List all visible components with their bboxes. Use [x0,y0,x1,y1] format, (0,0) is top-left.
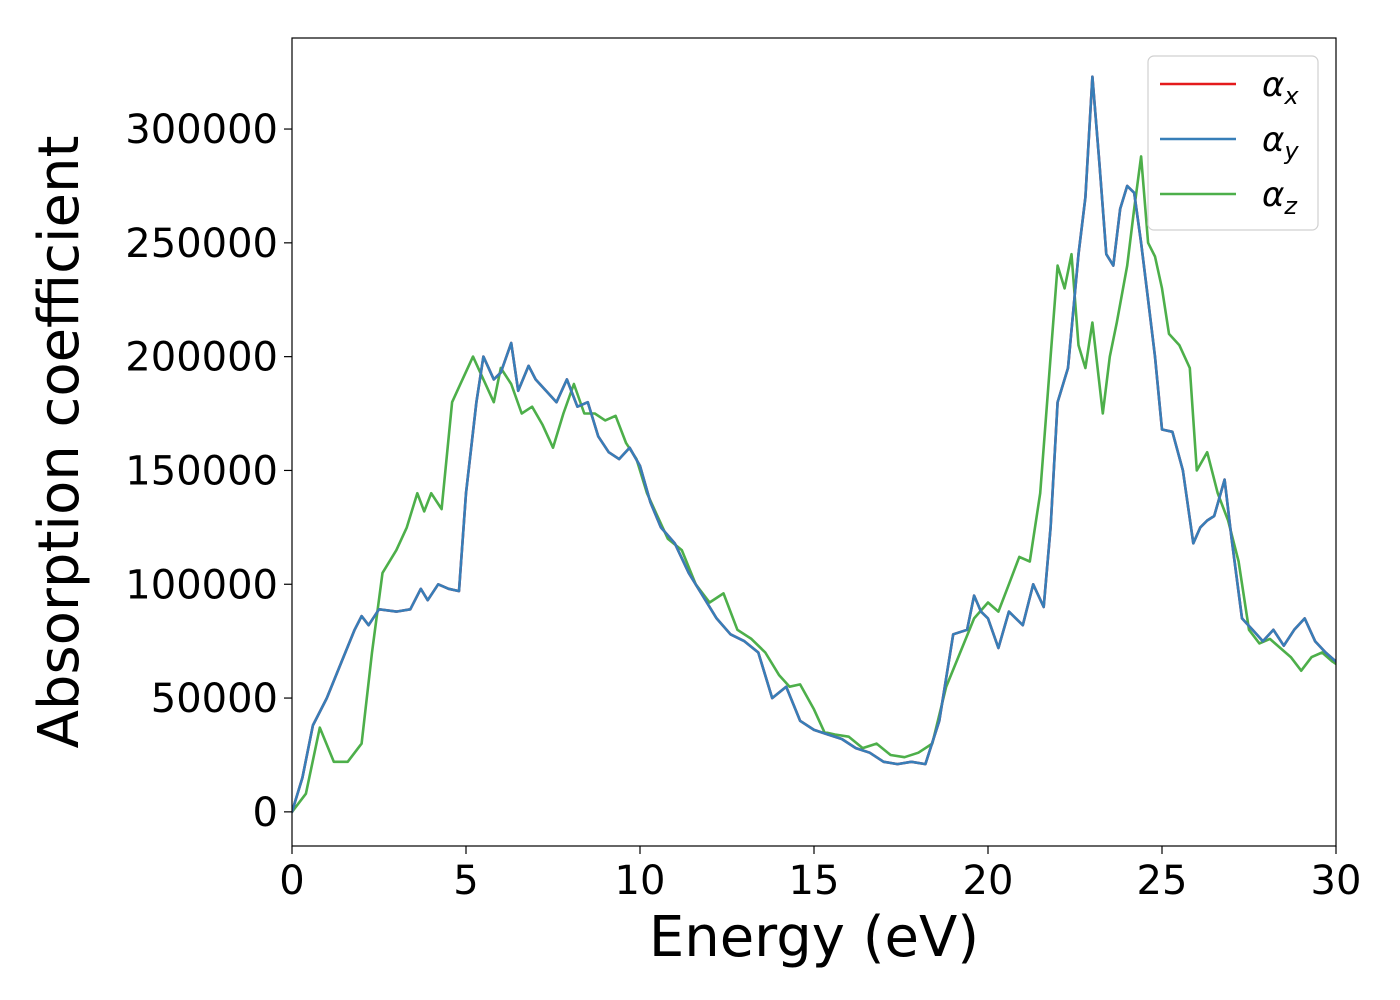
x-tick-label: 20 [963,858,1014,904]
legend-label-x: αx [1262,65,1299,110]
y-tick-label: 200000 [125,335,278,381]
y-tick-label: 250000 [125,221,278,267]
x-tick-label: 25 [1137,858,1188,904]
legend: αx αy αz [1147,55,1319,231]
legend-box [1147,55,1319,231]
series-line-z [292,155,1336,814]
y-axis: 0 50000 100000 150000 200000 250000 300000 [125,107,292,836]
series-layer [292,75,1336,814]
x-axis-label: Energy (eV) [649,905,979,970]
legend-label-y: αy [1262,120,1299,165]
x-tick-label: 0 [279,858,304,904]
y-tick-label: 0 [253,790,278,836]
y-tick-label: 150000 [125,448,278,494]
y-tick-label: 300000 [125,107,278,153]
x-axis: 0 5 10 15 20 25 30 [279,846,1361,904]
y-tick-label: 100000 [125,562,278,608]
x-tick-label: 30 [1311,858,1362,904]
x-tick-label: 10 [615,858,666,904]
y-axis-label: Absorption coefficient [27,136,92,749]
x-tick-label: 15 [789,858,840,904]
y-tick-label: 50000 [151,676,278,722]
x-tick-label: 5 [453,858,478,904]
legend-label-z: αz [1262,175,1298,220]
series-line-y [292,75,1336,814]
